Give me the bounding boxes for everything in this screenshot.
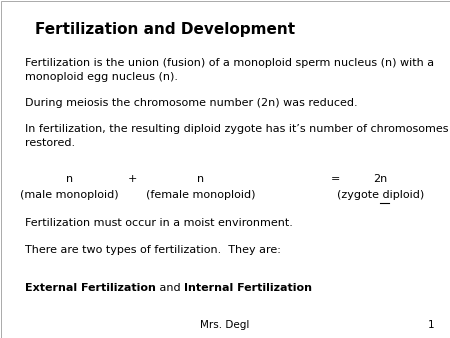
Text: There are two types of fertilization.  They are:: There are two types of fertilization. Th… xyxy=(25,245,281,255)
Text: n: n xyxy=(197,174,204,184)
Text: External Fertilization: External Fertilization xyxy=(25,283,156,293)
Text: 2n: 2n xyxy=(373,174,387,184)
Text: n: n xyxy=(66,174,73,184)
Text: 1: 1 xyxy=(428,320,434,330)
Text: Internal Fertilization: Internal Fertilization xyxy=(184,283,312,293)
Text: Fertilization is the union (fusion) of a monoploid sperm nucleus (n) with a
mono: Fertilization is the union (fusion) of a… xyxy=(25,58,434,81)
Text: +: + xyxy=(128,174,137,184)
Text: and: and xyxy=(156,283,184,293)
Text: Mrs. Degl: Mrs. Degl xyxy=(200,320,250,330)
Text: (zygote diploid): (zygote diploid) xyxy=(337,190,424,200)
Text: (female monoploid): (female monoploid) xyxy=(145,190,255,200)
Text: (male monoploid): (male monoploid) xyxy=(20,190,119,200)
Text: Fertilization and Development: Fertilization and Development xyxy=(35,22,295,37)
Text: During meiosis the chromosome number (2n) was reduced.: During meiosis the chromosome number (2n… xyxy=(25,98,357,108)
Text: =: = xyxy=(331,174,340,184)
Text: Fertilization must occur in a moist environment.: Fertilization must occur in a moist envi… xyxy=(25,218,292,228)
Text: In fertilization, the resulting diploid zygote has it’s number of chromosomes
re: In fertilization, the resulting diploid … xyxy=(25,124,448,148)
